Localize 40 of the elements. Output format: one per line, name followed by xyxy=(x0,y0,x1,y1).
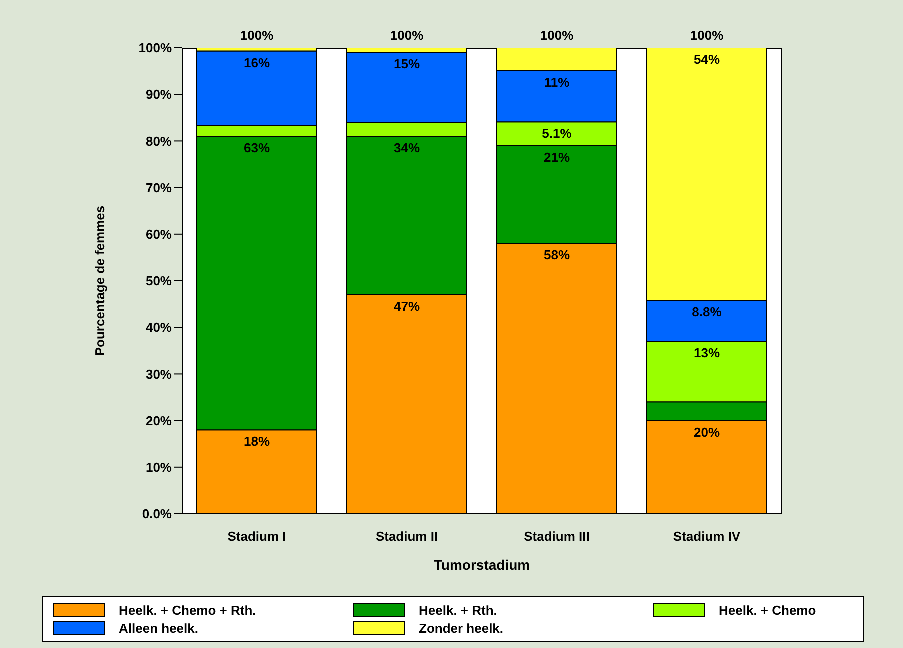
y-tick-label: 60% xyxy=(146,227,172,242)
data-label: 58% xyxy=(544,248,570,263)
y-tick-label: 80% xyxy=(146,134,172,149)
y-tick-label: 20% xyxy=(146,413,172,428)
data-label: 47% xyxy=(394,298,420,314)
data-label: 18% xyxy=(244,434,270,450)
data-label: 11% xyxy=(544,74,570,90)
legend-label: Zonder heelk. xyxy=(419,620,504,636)
data-label: 15% xyxy=(394,56,420,72)
y-tick-label: 90% xyxy=(146,87,172,102)
y-tick-label: 50% xyxy=(146,274,172,289)
data-label: 34% xyxy=(394,140,420,156)
data-label: 13% xyxy=(694,346,720,361)
total-label: 100% xyxy=(690,28,724,43)
total-label: 100% xyxy=(240,28,274,43)
x-axis-title: Tumorstadium xyxy=(434,557,530,573)
y-axis-title: Pourcentage de femmes xyxy=(92,206,108,356)
total-label: 100% xyxy=(540,28,574,43)
y-tick-label: 40% xyxy=(146,320,172,336)
y-tick-label: 0.0% xyxy=(142,506,172,522)
data-label: 21% xyxy=(544,150,570,165)
x-tick-label: Stadium II xyxy=(376,529,438,544)
y-tick-label: 10% xyxy=(146,460,172,476)
total-label: 100% xyxy=(390,28,424,43)
y-tick-label: 100% xyxy=(138,40,172,56)
x-tick-label: Stadium III xyxy=(524,529,590,544)
data-label: 5.1% xyxy=(542,126,572,142)
data-label: 8.8% xyxy=(692,304,722,320)
legend-label: Heelk. + Chemo + Rth. xyxy=(119,602,256,618)
legend-label: Heelk. + Rth. xyxy=(419,602,498,618)
data-label: 63% xyxy=(244,140,270,156)
data-label: 20% xyxy=(694,424,720,440)
x-tick-label: Stadium I xyxy=(228,529,286,544)
y-tick-label: 70% xyxy=(146,180,172,196)
x-tick-label: Stadium IV xyxy=(673,529,741,544)
legend-label: Alleen heelk. xyxy=(119,620,198,636)
data-label: 16% xyxy=(244,55,270,70)
legend-label: Heelk. + Chemo xyxy=(719,602,816,618)
y-tick-label: 30% xyxy=(146,366,172,382)
data-label: 54% xyxy=(694,52,720,67)
